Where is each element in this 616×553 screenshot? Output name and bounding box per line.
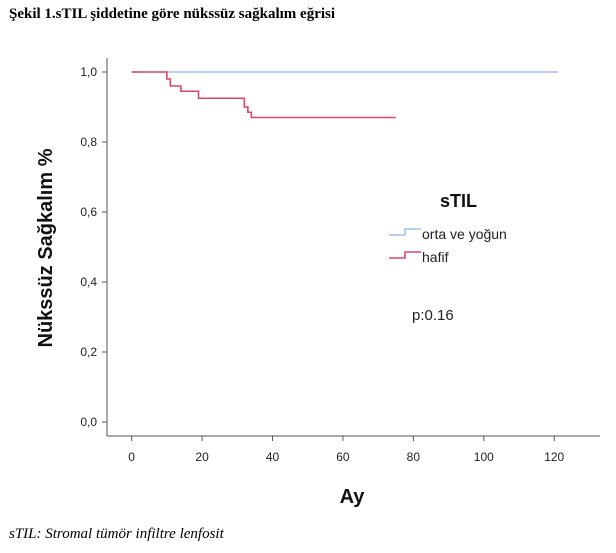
legend-swatch	[389, 228, 421, 236]
legend-items: orta ve yoğun hafif	[389, 226, 507, 265]
x-tick-label: 120	[544, 450, 564, 464]
figure-caption: sTIL: Stromal tümör infiltre lenfosit	[9, 526, 224, 542]
y-ticks: 0,0 0,2 0,4 0,6 0,8 1,0	[80, 65, 107, 429]
p-value-annotation: p:0.16	[412, 307, 454, 324]
y-tick-label: 0,2	[80, 345, 97, 359]
x-ticks: 0 20 40 60 80 100 120	[128, 436, 565, 464]
y-tick-label: 1,0	[80, 65, 97, 79]
x-tick-label: 80	[407, 450, 421, 464]
y-axis-title: Nükssüz Sağkalım %	[35, 148, 57, 347]
y-tick-label: 0,8	[80, 135, 97, 149]
figure-title: Şekil 1.sTIL şiddetine göre nükssüz sağk…	[9, 6, 336, 22]
legend: sTIL orta ve yoğun hafif	[389, 191, 507, 265]
legend-title: sTIL	[440, 191, 477, 211]
x-axis-title: Ay	[340, 486, 366, 508]
legend-label: hafif	[422, 249, 449, 265]
legend-label: orta ve yoğun	[422, 226, 507, 242]
legend-swatch	[389, 251, 421, 259]
x-tick-label: 0	[128, 450, 135, 464]
x-tick-label: 20	[195, 450, 209, 464]
y-tick-label: 0,6	[80, 205, 97, 219]
survival-curves	[131, 71, 558, 119]
survival-curve-hafif	[131, 71, 396, 119]
x-tick-label: 60	[336, 450, 350, 464]
y-tick-label: 0,4	[80, 275, 97, 289]
chart-axes	[106, 58, 600, 437]
x-tick-label: 100	[474, 450, 494, 464]
x-tick-label: 40	[266, 450, 280, 464]
y-tick-label: 0,0	[80, 415, 97, 429]
